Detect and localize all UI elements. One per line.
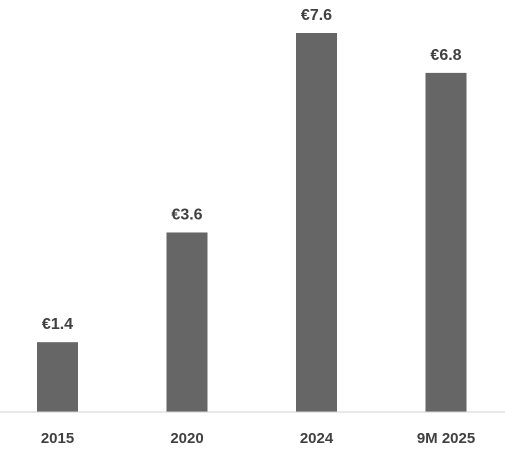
x-tick-label: 2020 [170, 430, 203, 447]
x-tick-label: 2024 [300, 430, 334, 447]
x-tick-labels-group: 2015 2020 2024 9M 2025 [41, 430, 475, 447]
data-label: €6.8 [430, 47, 461, 64]
data-labels-group: €1.4 €3.6 €7.6 €6.8 [42, 7, 462, 333]
bar-2020 [166, 232, 208, 412]
data-label: €1.4 [42, 316, 73, 333]
data-label: €7.6 [301, 7, 332, 24]
bar-2024 [296, 33, 337, 412]
bar-9m-2025 [425, 72, 467, 412]
bars-group [37, 33, 467, 412]
bar-2015 [37, 342, 78, 412]
data-label: €3.6 [171, 206, 202, 223]
x-tick-label: 2015 [41, 430, 74, 447]
x-tick-label: 9M 2025 [417, 430, 475, 447]
